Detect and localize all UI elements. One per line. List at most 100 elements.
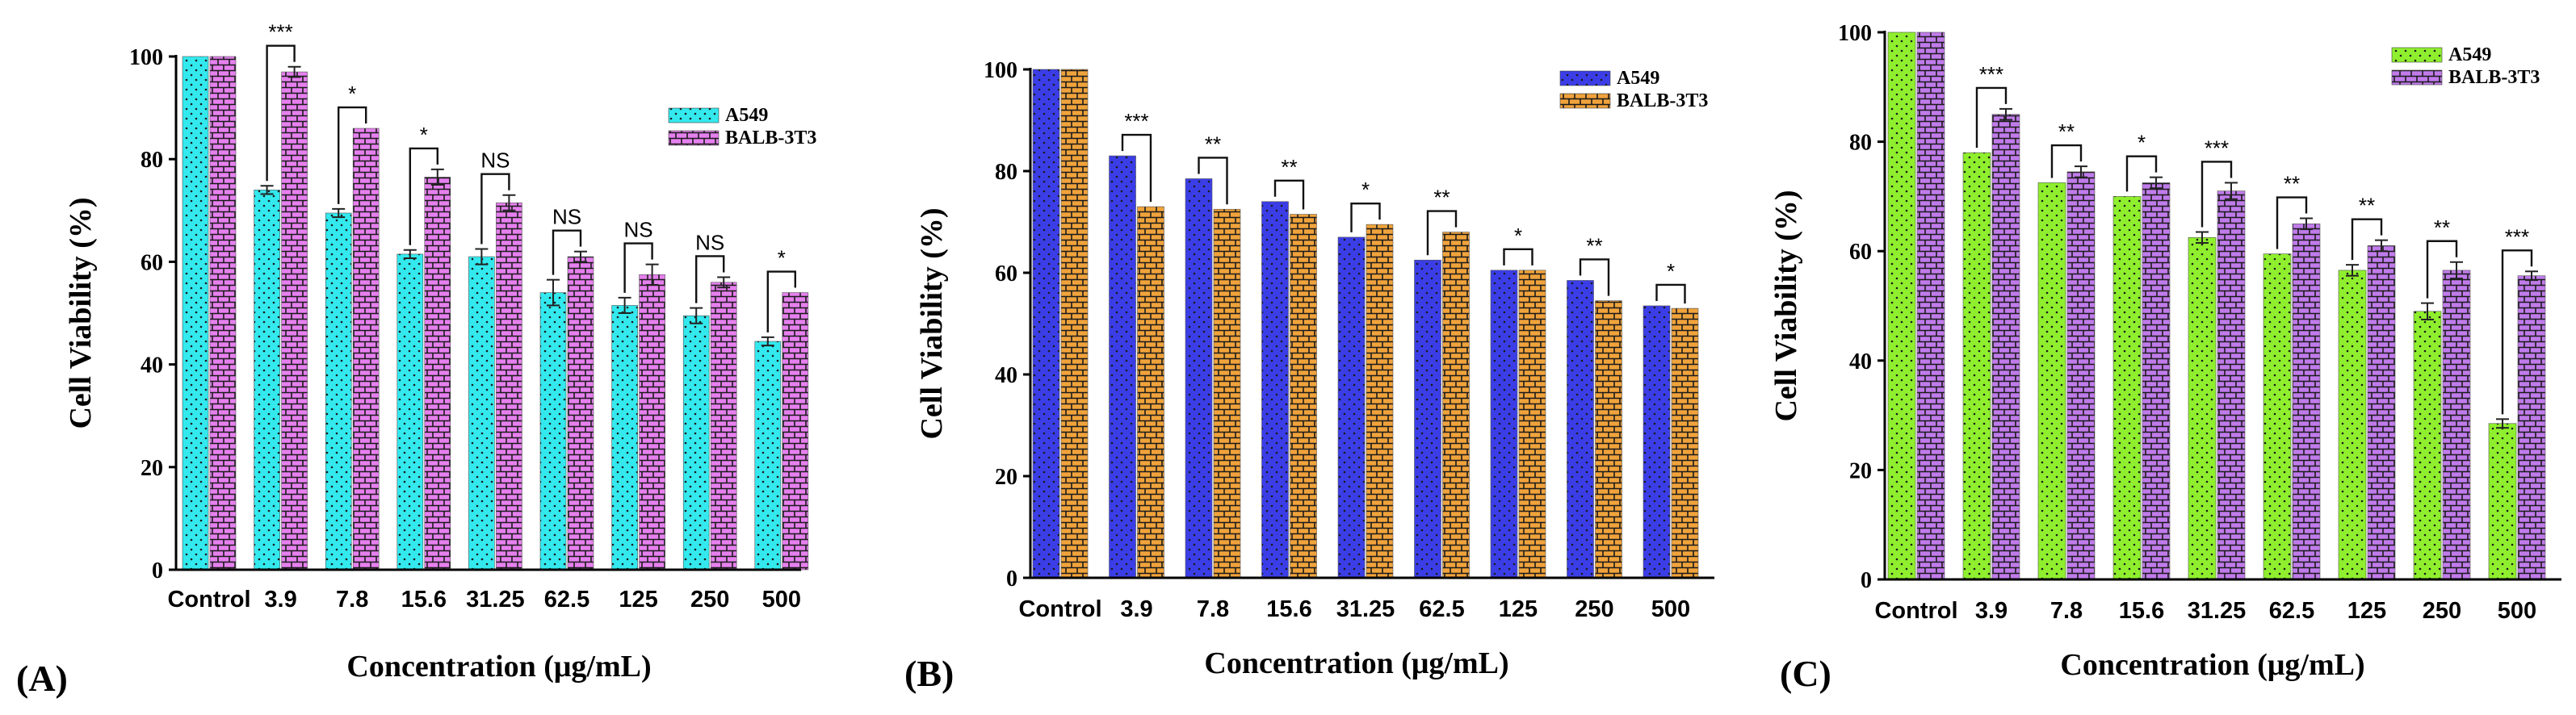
error-bar bbox=[618, 296, 631, 314]
significance-label: NS bbox=[480, 148, 510, 173]
x-tick-label: 500 bbox=[762, 587, 801, 613]
bar-pattern-a549-7.8 bbox=[1185, 178, 1213, 579]
x-tick-label: 250 bbox=[690, 587, 729, 613]
significance-label: NS bbox=[695, 230, 724, 254]
significance-bracket: ** bbox=[1426, 186, 1458, 256]
error-bar bbox=[2225, 182, 2238, 200]
bar-pattern-balb-3t3-7.8 bbox=[2066, 171, 2096, 580]
x-tick-label: 31.25 bbox=[1336, 596, 1395, 622]
bar-pattern-a549-500 bbox=[1643, 305, 1671, 579]
bar-pattern-a549-500 bbox=[754, 341, 782, 571]
bar-pattern-a549-62.5 bbox=[1414, 259, 1441, 579]
significance-bracket: NS bbox=[552, 205, 582, 275]
legend-label: BALB-3T3 bbox=[725, 128, 816, 148]
bar-pattern-balb-3t3-125 bbox=[639, 274, 665, 571]
error-bar bbox=[574, 250, 587, 263]
significance-label: ** bbox=[1281, 155, 1297, 179]
bar-pattern-a549-Control bbox=[182, 56, 209, 571]
significance-label: NS bbox=[624, 218, 653, 242]
bar-pattern-a549-31.25 bbox=[1337, 236, 1366, 579]
y-tick-label: 0 bbox=[152, 558, 163, 583]
error-bar bbox=[2375, 239, 2388, 253]
x-tick-label: 3.9 bbox=[1975, 598, 2008, 624]
bar-pattern-balb-3t3-3.9 bbox=[1991, 114, 2020, 580]
x-tick-label: 15.6 bbox=[2119, 598, 2164, 624]
significance-label: ** bbox=[1205, 132, 1221, 156]
y-tick-label: 40 bbox=[141, 353, 163, 378]
bar-pattern-a549-500 bbox=[2488, 423, 2517, 580]
significance-bracket: *** bbox=[266, 20, 296, 182]
significance-bracket: * bbox=[1350, 178, 1381, 232]
bar-pattern-a549-7.8 bbox=[325, 212, 352, 571]
significance-bracket: * bbox=[338, 82, 367, 204]
x-tick-label: 7.8 bbox=[2050, 598, 2083, 624]
significance-label: ** bbox=[1586, 233, 1602, 257]
x-tick-label: 125 bbox=[2347, 598, 2386, 624]
y-tick-label: 80 bbox=[995, 160, 1017, 185]
legend-label: A549 bbox=[2448, 44, 2491, 65]
x-tick-label: 500 bbox=[1651, 596, 1690, 622]
significance-label: * bbox=[1514, 224, 1522, 248]
axes bbox=[1883, 31, 2561, 581]
panel-letter: (C) bbox=[1780, 653, 1831, 694]
bar-pattern-a549-62.5 bbox=[539, 292, 567, 571]
x-tick-label: 15.6 bbox=[1266, 596, 1311, 622]
significance-label: * bbox=[348, 82, 356, 106]
error-bar bbox=[717, 276, 731, 289]
significance-label: ** bbox=[2434, 215, 2450, 240]
error-bar bbox=[1999, 107, 2012, 121]
error-bar bbox=[2450, 261, 2463, 280]
significance-bracket: *** bbox=[2501, 224, 2533, 415]
bar-pattern-balb-3t3-Control bbox=[1060, 69, 1089, 579]
error-bar bbox=[2346, 264, 2359, 277]
bar-pattern-balb-3t3-62.5 bbox=[2292, 223, 2321, 580]
bar-pattern-balb-3t3-31.25 bbox=[1366, 224, 1394, 579]
significance-bracket: *** bbox=[1121, 109, 1152, 203]
legend-label: A549 bbox=[725, 105, 768, 126]
bar-pattern-balb-3t3-250 bbox=[1595, 300, 1622, 579]
legend-label: BALB-3T3 bbox=[1617, 90, 1708, 111]
bar-pattern-a549-15.6 bbox=[2112, 196, 2142, 580]
panel-letter: (B) bbox=[904, 653, 954, 694]
x-tick-label: 250 bbox=[1575, 596, 1613, 622]
bar-pattern-a549-125 bbox=[2338, 270, 2367, 580]
error-bar bbox=[502, 194, 516, 211]
bar-pattern-a549-250 bbox=[682, 315, 710, 571]
bar-pattern-balb-3t3-Control bbox=[1916, 31, 1945, 580]
x-tick-label: 62.5 bbox=[1419, 596, 1464, 622]
significance-label: ** bbox=[2359, 194, 2375, 218]
significance-bracket: NS bbox=[695, 230, 725, 303]
significance-bracket: ** bbox=[2351, 194, 2383, 261]
x-tick-label: 31.25 bbox=[466, 587, 525, 613]
significance-bracket: * bbox=[409, 123, 438, 245]
x-tick-label: 15.6 bbox=[401, 587, 447, 613]
significance-label: NS bbox=[552, 205, 581, 229]
error-bar bbox=[260, 185, 274, 195]
bar-pattern-balb-3t3-500 bbox=[1671, 307, 1699, 579]
bar-pattern-balb-3t3-125 bbox=[1518, 270, 1546, 579]
y-tick-label: 60 bbox=[141, 250, 163, 275]
bar-pattern-a549-125 bbox=[1490, 270, 1518, 579]
bar-pattern-a549-62.5 bbox=[2263, 253, 2292, 580]
significance-label: * bbox=[420, 123, 428, 147]
bar-pattern-a549-3.9 bbox=[1962, 152, 1991, 580]
x-tick-label: 500 bbox=[2498, 598, 2536, 624]
error-bar bbox=[430, 168, 444, 186]
axes bbox=[174, 55, 801, 571]
bar-pattern-balb-3t3-250 bbox=[2442, 270, 2471, 580]
error-bar bbox=[2496, 418, 2509, 429]
x-tick-label: 125 bbox=[1499, 596, 1538, 622]
x-tick-label: 125 bbox=[619, 587, 657, 613]
bar-pattern-a549-125 bbox=[611, 305, 638, 571]
significance-bracket: * bbox=[1503, 224, 1533, 266]
bar-pattern-balb-3t3-Control bbox=[209, 56, 237, 571]
bar-pattern-balb-3t3-125 bbox=[2367, 245, 2396, 580]
error-bar bbox=[403, 249, 417, 259]
significance-bracket: * bbox=[1655, 259, 1686, 304]
